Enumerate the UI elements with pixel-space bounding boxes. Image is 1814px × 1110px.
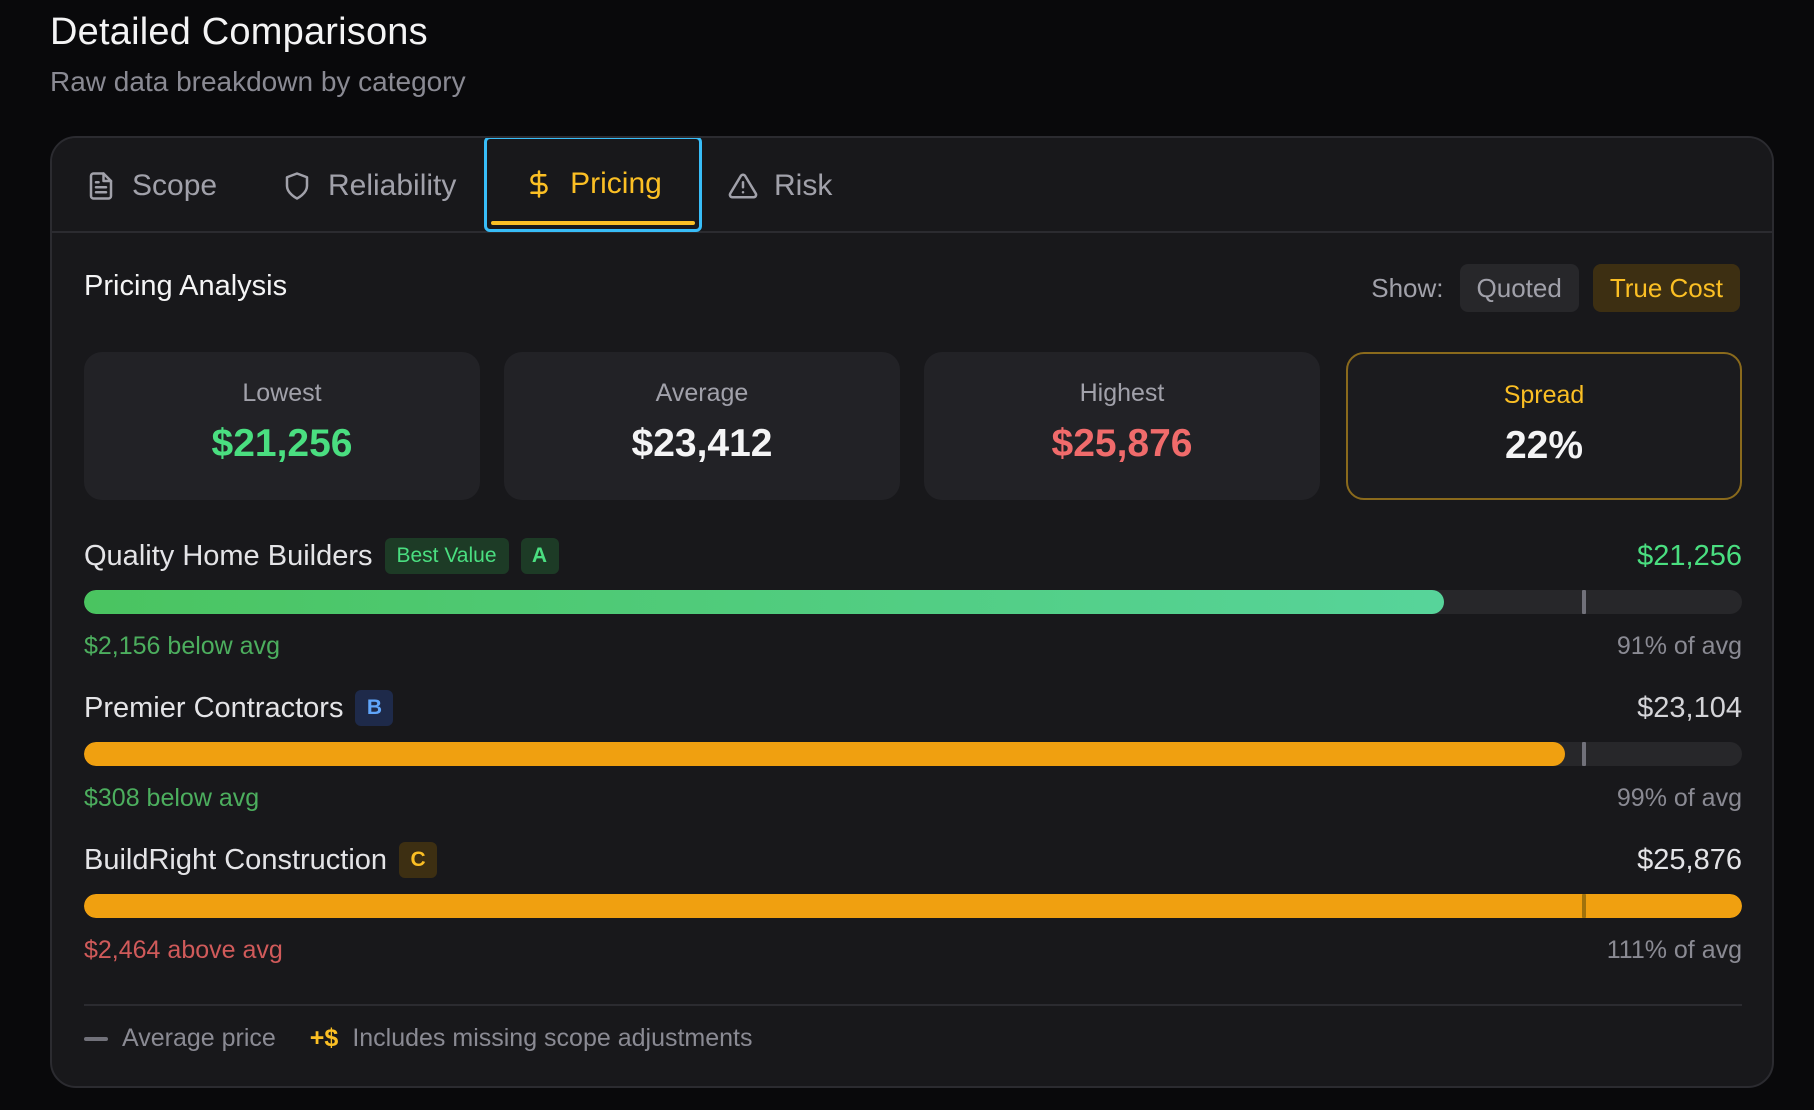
dollar-icon xyxy=(530,170,548,198)
comparison-card: Scope Reliability Pricing R xyxy=(50,136,1774,1088)
quoted-button[interactable]: Quoted xyxy=(1459,264,1579,312)
contractor-name: Premier Contractors xyxy=(84,691,344,724)
price-bar-track xyxy=(84,742,1742,766)
tab-scope-label: Scope xyxy=(132,168,218,202)
contractor-name: BuildRight Construction xyxy=(84,843,388,876)
tab-pricing[interactable]: Pricing xyxy=(484,138,702,232)
contractor-name-line: BuildRight Construction C xyxy=(84,840,438,880)
average-line-swatch xyxy=(84,1036,108,1041)
contractor-row: BuildRight Construction C $25,876 $2,464… xyxy=(84,840,1742,980)
tab-pricing-label: Pricing xyxy=(570,167,662,200)
adjustment-symbol: +$ xyxy=(309,1024,339,1052)
stat-lowest-label: Lowest xyxy=(242,379,322,407)
price-bar-fill xyxy=(84,894,1742,918)
grade-badge: C xyxy=(399,842,438,878)
contractor-name: Quality Home Builders xyxy=(84,539,373,572)
percent-of-average: 111% of avg xyxy=(1606,936,1742,964)
tab-reliability[interactable]: Reliability xyxy=(282,138,456,233)
tab-bar: Scope Reliability Pricing R xyxy=(52,138,1772,233)
warning-triangle-icon xyxy=(728,172,758,198)
stat-average: Average $23,412 xyxy=(504,352,900,500)
stat-average-value: $23,412 xyxy=(631,422,773,465)
divider xyxy=(84,1004,1742,1006)
average-marker xyxy=(1582,894,1587,918)
price-mode-toggle: Show: Quoted True Cost xyxy=(1371,264,1740,312)
legend-average-label: Average price xyxy=(122,1024,276,1052)
section-title: Pricing Analysis xyxy=(84,270,288,302)
percent-of-average: 91% of avg xyxy=(1616,632,1742,660)
average-marker xyxy=(1582,742,1587,766)
price-difference: $2,156 below avg xyxy=(84,632,280,660)
best-value-badge: Best Value xyxy=(384,538,509,574)
show-label: Show: xyxy=(1371,272,1444,303)
stat-lowest-value: $21,256 xyxy=(211,422,353,465)
contractor-price: $23,104 xyxy=(1637,692,1742,724)
price-bar-fill xyxy=(84,590,1444,614)
page-title: Detailed Comparisons xyxy=(50,11,428,53)
contractor-name-line: Premier Contractors B xyxy=(84,688,394,728)
page-subtitle: Raw data breakdown by category xyxy=(50,66,466,97)
stat-spread-label: Spread xyxy=(1503,381,1585,409)
percent-of-average: 99% of avg xyxy=(1616,784,1742,812)
tab-scope[interactable]: Scope xyxy=(86,138,217,233)
contractor-price: $21,256 xyxy=(1637,540,1742,572)
price-bar-track xyxy=(84,894,1742,918)
stat-spread: Spread 22% xyxy=(1346,352,1742,500)
stat-highest-label: Highest xyxy=(1079,379,1165,407)
grade-badge: B xyxy=(355,690,394,726)
stat-highest: Highest $25,876 xyxy=(924,352,1320,500)
active-tab-underline xyxy=(491,221,695,225)
price-difference: $2,464 above avg xyxy=(84,936,283,964)
contractor-name-line: Quality Home Builders Best Value A xyxy=(84,536,559,576)
legend: Average price +$ Includes missing scope … xyxy=(84,1024,753,1053)
true-cost-button[interactable]: True Cost xyxy=(1592,264,1740,312)
stat-highest-value: $25,876 xyxy=(1051,422,1193,465)
legend-adjustment-label: Includes missing scope adjustments xyxy=(352,1024,753,1052)
stats-row: Lowest $21,256 Average $23,412 Highest $… xyxy=(84,352,1742,500)
tab-reliability-label: Reliability xyxy=(328,168,457,202)
price-bar-fill xyxy=(84,742,1565,766)
contractor-row: Premier Contractors B $23,104 $308 below… xyxy=(84,688,1742,828)
document-icon xyxy=(89,171,113,200)
page-header: Detailed Comparisons Raw data breakdown … xyxy=(50,10,466,100)
shield-icon xyxy=(285,171,309,200)
average-marker xyxy=(1582,590,1587,614)
tab-risk-label: Risk xyxy=(774,168,833,202)
contractor-price: $25,876 xyxy=(1637,844,1742,876)
contractor-row: Quality Home Builders Best Value A $21,2… xyxy=(84,536,1742,676)
stat-average-label: Average xyxy=(655,379,749,407)
tab-risk[interactable]: Risk xyxy=(728,138,832,233)
price-bar-track xyxy=(84,590,1742,614)
grade-badge: A xyxy=(520,538,559,574)
stat-lowest: Lowest $21,256 xyxy=(84,352,480,500)
stat-spread-value: 22% xyxy=(1504,424,1584,467)
price-difference: $308 below avg xyxy=(84,784,260,812)
